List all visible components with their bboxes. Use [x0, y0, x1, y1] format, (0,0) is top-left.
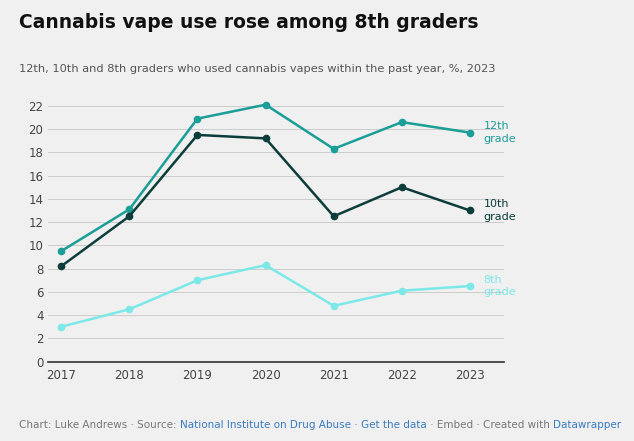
Text: Chart: Luke Andrews · Source:: Chart: Luke Andrews · Source:: [19, 420, 180, 430]
Text: 8th
grade: 8th grade: [484, 275, 516, 297]
Text: · Embed · Created with: · Embed · Created with: [427, 420, 553, 430]
Text: National Institute on Drug Abuse: National Institute on Drug Abuse: [180, 420, 351, 430]
Text: Datawrapper: Datawrapper: [553, 420, 621, 430]
Text: 12th, 10th and 8th graders who used cannabis vapes within the past year, %, 2023: 12th, 10th and 8th graders who used cann…: [19, 64, 496, 74]
Text: 10th
grade: 10th grade: [484, 199, 516, 222]
Text: Get the data: Get the data: [361, 420, 427, 430]
Text: ·: ·: [351, 420, 361, 430]
Text: 12th
grade: 12th grade: [484, 121, 516, 144]
Text: Cannabis vape use rose among 8th graders: Cannabis vape use rose among 8th graders: [19, 13, 479, 32]
